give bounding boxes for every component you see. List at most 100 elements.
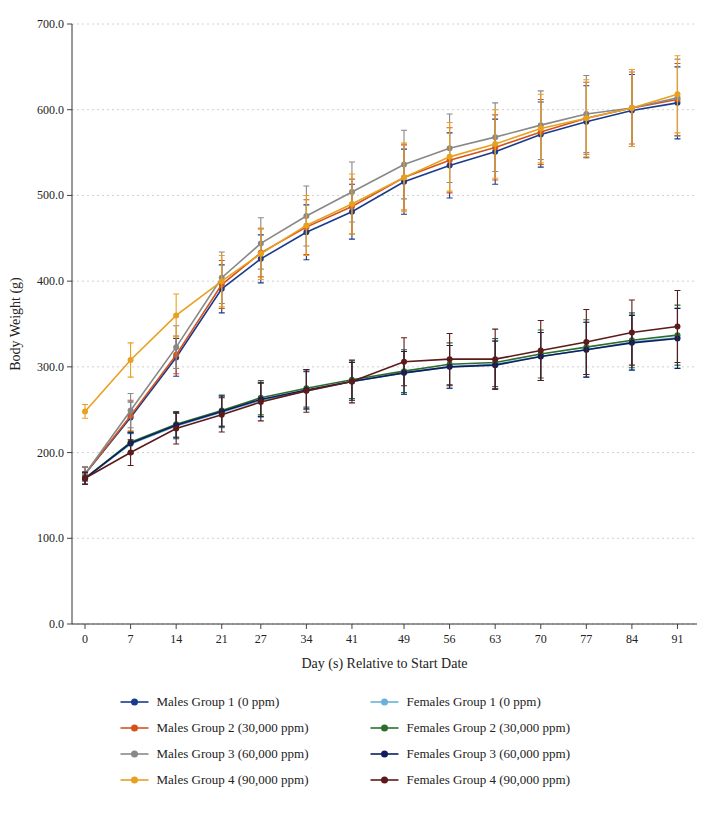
tick	[586, 624, 587, 629]
grid-line	[72, 109, 697, 110]
point	[674, 91, 680, 97]
legend-label: Females Group 2 (30,000 ppm)	[407, 720, 571, 735]
tick-label: 56	[444, 632, 456, 646]
error-bar	[447, 123, 453, 192]
legend-label: Males Group 4 (90,000 ppm)	[157, 772, 309, 787]
grid-line	[72, 538, 697, 539]
point	[583, 115, 589, 121]
tick	[67, 24, 72, 25]
error-bar	[349, 174, 355, 234]
error-bar	[583, 309, 589, 374]
series-line	[85, 99, 677, 474]
grid-line	[72, 281, 697, 282]
point	[401, 174, 407, 180]
tick-label: 84	[626, 632, 638, 646]
tick	[540, 624, 541, 629]
series	[82, 56, 680, 419]
series-line	[85, 335, 677, 478]
legend: Males Group 1 (0 ppm)Males Group 2 (30,0…	[121, 694, 571, 787]
legend-item: Males Group 1 (0 ppm)	[121, 694, 280, 709]
error-bar	[538, 321, 544, 381]
error-bar	[538, 94, 544, 163]
point	[82, 475, 88, 481]
series-line	[85, 98, 677, 474]
tick	[67, 109, 72, 110]
tick	[404, 624, 405, 629]
error-bar	[492, 110, 498, 179]
tick	[67, 624, 72, 625]
series	[82, 309, 680, 485]
legend-marker	[131, 751, 138, 758]
y-axis-line	[72, 24, 73, 624]
point	[258, 399, 264, 405]
point	[128, 450, 134, 456]
error-bar	[629, 69, 635, 146]
error-bar	[629, 300, 635, 365]
point	[173, 312, 179, 318]
error-bar	[128, 343, 134, 377]
grid-line	[72, 452, 697, 453]
grid-line	[72, 366, 697, 367]
tick-label: 21	[216, 632, 228, 646]
point	[447, 154, 453, 160]
error-bar	[82, 405, 88, 419]
point	[219, 412, 225, 418]
point	[401, 359, 407, 365]
chart: 0.0100.0200.0300.0400.0500.0600.0700.007…	[0, 0, 721, 834]
grid-line	[72, 195, 697, 196]
legend-marker	[381, 725, 388, 732]
point	[82, 408, 88, 414]
error-bar	[173, 413, 179, 444]
legend-label: Males Group 3 (60,000 ppm)	[157, 746, 309, 761]
error-bar	[82, 472, 88, 484]
point	[492, 141, 498, 147]
point	[349, 378, 355, 384]
plot-area	[82, 56, 680, 485]
tick-label: 34	[300, 632, 312, 646]
tick-label: 0	[82, 632, 88, 646]
legend-item: Females Group 2 (30,000 ppm)	[371, 720, 571, 735]
series	[82, 308, 680, 485]
point	[583, 115, 589, 121]
error-bar	[674, 291, 680, 363]
point	[219, 278, 225, 284]
legend-label: Females Group 1 (0 ppm)	[407, 694, 541, 709]
tick	[260, 624, 261, 629]
tick	[67, 366, 72, 367]
point	[258, 251, 264, 257]
error-bar	[583, 80, 589, 157]
point	[401, 174, 407, 180]
series-line	[85, 327, 677, 479]
legend-label: Males Group 1 (0 ppm)	[157, 694, 280, 709]
legend-marker	[131, 725, 138, 732]
tick-label: 300.0	[37, 360, 64, 374]
point	[349, 201, 355, 207]
error-bar	[349, 360, 355, 403]
legend-marker	[131, 777, 138, 784]
point	[258, 250, 264, 256]
x-axis-line	[72, 624, 697, 625]
tick-label: 70	[535, 632, 547, 646]
error-bar	[303, 195, 309, 255]
point	[629, 105, 635, 111]
tick-label: 400.0	[37, 274, 64, 288]
error-bar	[219, 398, 225, 432]
tick-label: 600.0	[37, 103, 64, 117]
legend-label: Females Group 4 (90,000 ppm)	[407, 772, 571, 787]
point	[82, 475, 88, 481]
error-bar	[629, 69, 635, 146]
error-bar	[447, 333, 453, 384]
point	[538, 348, 544, 354]
tick	[85, 624, 86, 629]
tick	[67, 452, 72, 453]
error-bar	[492, 329, 498, 389]
point	[128, 357, 134, 363]
point	[674, 324, 680, 330]
y-axis-label: Body Weight (g)	[8, 277, 24, 371]
tick-label: 0.0	[49, 617, 64, 631]
tick-label: 63	[489, 632, 501, 646]
point	[349, 378, 355, 384]
point	[583, 339, 589, 345]
y-axis: 0.0100.0200.0300.0400.0500.0600.0700.0	[37, 17, 697, 631]
point	[349, 378, 355, 384]
